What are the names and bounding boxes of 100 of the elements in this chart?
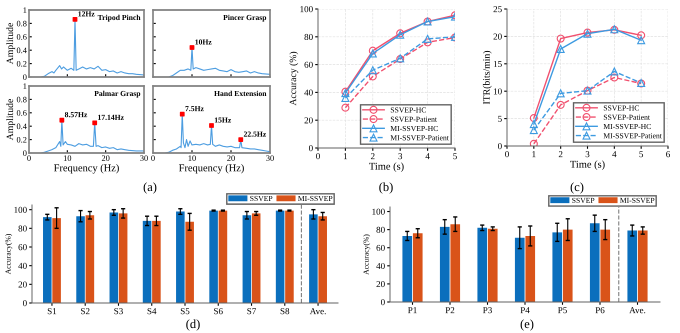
x-tick-label: 3	[586, 151, 590, 158]
text: (d)	[186, 319, 200, 331]
point	[530, 120, 538, 128]
bar	[440, 226, 450, 302]
y-tick-label: 0.4	[16, 48, 27, 54]
bar	[562, 230, 573, 302]
x-axis-title: Frequency (Hz)	[54, 164, 119, 174]
x-tick-label: 5	[453, 153, 457, 160]
bar	[76, 216, 85, 303]
point	[424, 34, 432, 43]
point	[556, 34, 565, 43]
bar	[218, 210, 228, 303]
bar	[318, 216, 327, 303]
y-tick-label: 100	[300, 6, 313, 12]
x-tick-label: 6	[666, 151, 670, 158]
y-tick-label: 40	[376, 262, 385, 270]
bar	[590, 223, 600, 302]
y-tick-label: 80	[18, 225, 27, 232]
y-axis-title: Amplitude	[6, 23, 16, 64]
bar	[52, 218, 61, 303]
point	[637, 31, 646, 40]
bar	[276, 210, 284, 303]
x-axis-title: Frequency (Hz)	[178, 164, 244, 174]
y-axis-title: Amplitude	[6, 99, 16, 140]
bar	[450, 224, 460, 302]
bar	[176, 212, 185, 303]
y-tick-label: 80	[376, 226, 385, 233]
bar	[309, 214, 318, 303]
y-tick-label: 0.2	[16, 60, 26, 67]
x-tick-label: 0	[505, 151, 509, 158]
x-tick-label: 30	[140, 155, 148, 161]
x-tick-label: 5	[639, 151, 644, 158]
point	[424, 38, 432, 46]
y-tick-label: 40	[18, 262, 27, 269]
y-tick-label: 1	[23, 7, 26, 13]
y-tick-label: 0	[22, 300, 27, 306]
text: (b)	[379, 182, 393, 194]
x-tick-label: S7	[247, 308, 256, 314]
y-tick-label: 0	[498, 143, 502, 150]
x-tick-label: 3	[398, 153, 402, 160]
y-tick-label: 40	[304, 90, 313, 96]
x-tick-label: S4	[148, 308, 156, 314]
text: (e)	[520, 319, 534, 331]
x-tick-label: P2	[445, 307, 454, 314]
x-tick-label: 0	[316, 153, 320, 160]
x-tick-label: 20	[227, 155, 235, 161]
bar	[638, 230, 648, 302]
y-tick-label: 0	[380, 299, 385, 306]
x-tick-label: P1	[408, 307, 417, 314]
bar	[552, 232, 562, 302]
point	[556, 100, 565, 109]
x-tick-label: 1	[344, 153, 348, 160]
y-tick-label: 100	[14, 206, 27, 213]
x-tick-label: 0	[151, 155, 155, 161]
point	[341, 104, 350, 112]
y-tick-label: 15	[494, 60, 502, 68]
bar	[627, 230, 638, 302]
x-tick-label: P5	[558, 307, 567, 314]
text: (a)	[144, 182, 156, 194]
x-tick-label: S2	[81, 308, 90, 314]
y-tick-label: 80	[304, 34, 313, 40]
y-tick-label: 0.4	[16, 124, 27, 130]
bar	[600, 230, 610, 302]
y-tick-label: 0.8	[16, 96, 27, 102]
point	[637, 36, 646, 44]
y-tick-label: 60	[18, 244, 27, 250]
y-tick-label: 0.6	[16, 110, 27, 116]
point	[368, 72, 377, 80]
x-tick-label: 2	[558, 151, 562, 158]
y-axis-title: Accuracy (%)	[289, 52, 298, 106]
x-tick-label: S6	[214, 308, 223, 314]
x-tick-label: 4	[612, 151, 616, 158]
bar	[252, 213, 260, 303]
y-tick-label: 60	[304, 62, 313, 68]
y-tick-label: 25	[494, 6, 502, 12]
x-tick-label: 0	[27, 155, 31, 161]
y-tick-label: 0	[23, 74, 27, 80]
bar	[477, 228, 488, 302]
x-axis-title: Time (s)	[369, 162, 404, 172]
x-tick-label: S8	[280, 308, 290, 314]
x-tick-label: 1	[532, 151, 536, 158]
point	[556, 89, 565, 98]
point	[556, 44, 565, 54]
bar	[525, 236, 536, 302]
y-tick-label: 0.2	[16, 136, 26, 143]
bar	[142, 220, 152, 303]
bar	[402, 236, 412, 302]
y-tick-label: 60	[376, 244, 385, 251]
point	[530, 114, 538, 122]
y-axis-title: ITR(bits/min)	[482, 50, 492, 104]
x-tick-label: Ave.	[629, 307, 646, 314]
point	[530, 140, 538, 146]
y-tick-label: 1	[23, 83, 26, 89]
x-tick-label: 2	[370, 153, 375, 160]
y-tick-label: 20	[376, 281, 385, 288]
bar	[209, 210, 218, 303]
bar	[514, 238, 525, 302]
x-tick-label: 30	[266, 155, 274, 161]
bar	[488, 228, 498, 302]
x-tick-label: S5	[180, 308, 190, 314]
